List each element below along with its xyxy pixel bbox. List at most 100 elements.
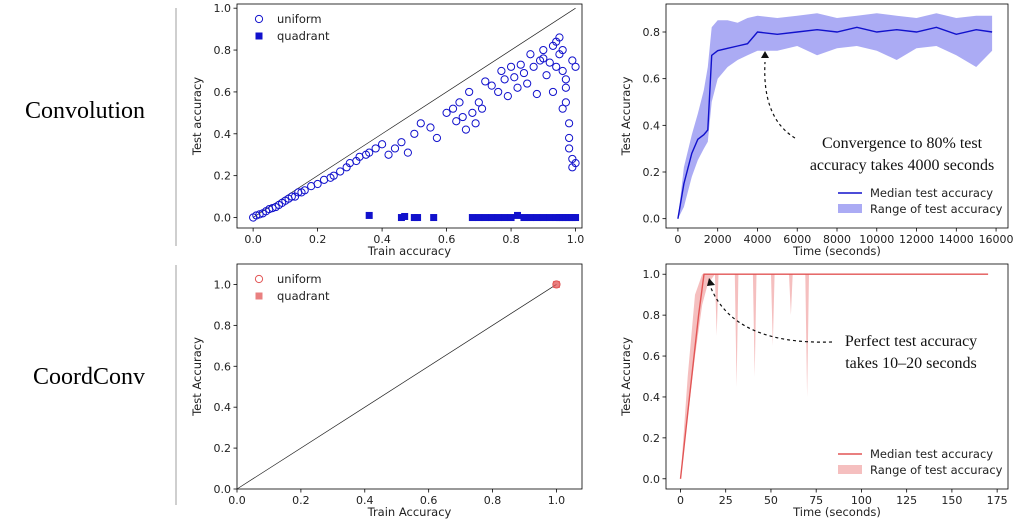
uniform-point [371,144,380,153]
y-tick-label: 0.2 [643,166,661,179]
annotation-arrow [710,287,833,343]
uniform-point [468,108,477,117]
x-tick-label: 2000 [704,233,732,246]
quadrant-point [533,214,541,222]
x-tick-label: 0.8 [502,233,520,246]
uniform-point [481,77,490,86]
uniform-point [555,33,564,42]
x-tick-label: 12000 [899,233,934,246]
uniform-point [552,62,561,71]
uniform-point [539,45,548,55]
separator-top [175,8,177,246]
uniform-point [426,123,435,132]
legend-label-quadrant: quadrant [277,29,330,43]
annotation-line-2: takes 10–20 seconds [845,355,977,372]
y-axis-label: Test accuracy [190,77,204,156]
y-tick-label: 0.2 [214,170,232,183]
identity-line [236,284,557,490]
y-tick-label: 0.6 [643,73,661,86]
uniform-point [558,104,567,113]
uniform-point [313,179,322,189]
y-tick-label: 0.6 [643,350,661,363]
x-axis-label: Train Accuracy [367,505,452,519]
annotation-line-1: Perfect test accuracy [845,333,977,350]
legend-marker-uniform [254,14,264,24]
x-axis-label: Train accuracy [367,244,451,258]
median-line [679,273,989,479]
y-tick-label: 0.6 [214,86,232,99]
uniform-point [519,68,529,78]
legend-label-range: Range of test accuracy [870,463,1003,477]
x-tick-label: 1.0 [567,233,585,246]
uniform-point [461,125,471,134]
identity-line [252,7,576,218]
legend-label-uniform: uniform [277,272,322,286]
x-tick-label: 14000 [939,233,974,246]
uniform-point [539,54,548,63]
y-tick-label: 0.0 [214,483,232,496]
annotation-arrow-head [761,51,769,58]
uniform-point [474,98,483,107]
y-tick-label: 1.0 [643,268,661,281]
uniform-point [523,79,532,88]
uniform-point [526,50,535,59]
y-tick-label: 0.8 [643,26,661,39]
x-tick-label: 175 [987,494,1008,507]
y-tick-label: 0.8 [214,319,232,332]
quadrant-point [494,214,502,222]
quadrant-point [501,214,509,222]
legend-label-uniform: uniform [277,12,322,26]
y-axis-label: Test Accuracy [619,337,633,417]
annotation-line-1: Convergence to 80% test [822,135,983,152]
uniform-point [397,138,406,147]
uniform-point [255,210,264,219]
quadrant-point [414,214,422,222]
uniform-point [477,104,487,113]
uniform-point [448,104,458,113]
uniform-point [571,62,580,71]
uniform-point [329,171,338,180]
uniform-point [416,119,425,128]
y-tick-label: 0.4 [214,401,232,414]
uniform-point [516,60,525,69]
quadrant-point [546,214,554,222]
x-tick-label: 10000 [859,233,894,246]
uniform-point [390,144,400,153]
y-axis-label: Test Accuracy [619,76,633,156]
x-tick-label: 0.4 [356,494,374,507]
uniform-point [494,87,503,97]
legend-marker-range [838,204,862,213]
y-tick-label: 0.4 [643,119,661,132]
uniform-point [558,45,567,55]
uniform-point [384,150,393,159]
y-tick-label: 0.8 [643,309,661,322]
x-tick-label: 6000 [783,233,811,246]
x-tick-label: 0 [677,494,684,507]
legend-marker-uniform [254,274,264,284]
x-tick-label: 150 [941,494,962,507]
plot-frame-0 [236,3,583,229]
x-tick-label: 0.6 [438,233,456,246]
uniform-point [455,98,464,107]
separator-bottom [175,265,177,505]
quadrant-point [481,214,489,222]
uniform-point [565,133,574,143]
uniform-point [336,167,345,176]
x-tick-label: 16000 [979,233,1014,246]
legend-marker-quadrant [255,32,263,40]
quadrant-point [488,214,496,222]
uniform-point [565,119,574,128]
annotation-arrow-head [707,278,715,286]
uniform-point [506,62,516,71]
uniform-point [487,81,496,90]
uniform-point [561,75,570,84]
annotation-arrow [764,61,796,139]
x-tick-label: 50 [764,494,778,507]
uniform-point [377,140,387,149]
plot-frame-2 [236,263,583,490]
x-tick-label: 8000 [823,233,851,246]
y-tick-label: 0.2 [214,442,232,455]
y-tick-label: 0.2 [643,432,661,445]
legend-label-median: Median test accuracy [870,186,993,200]
